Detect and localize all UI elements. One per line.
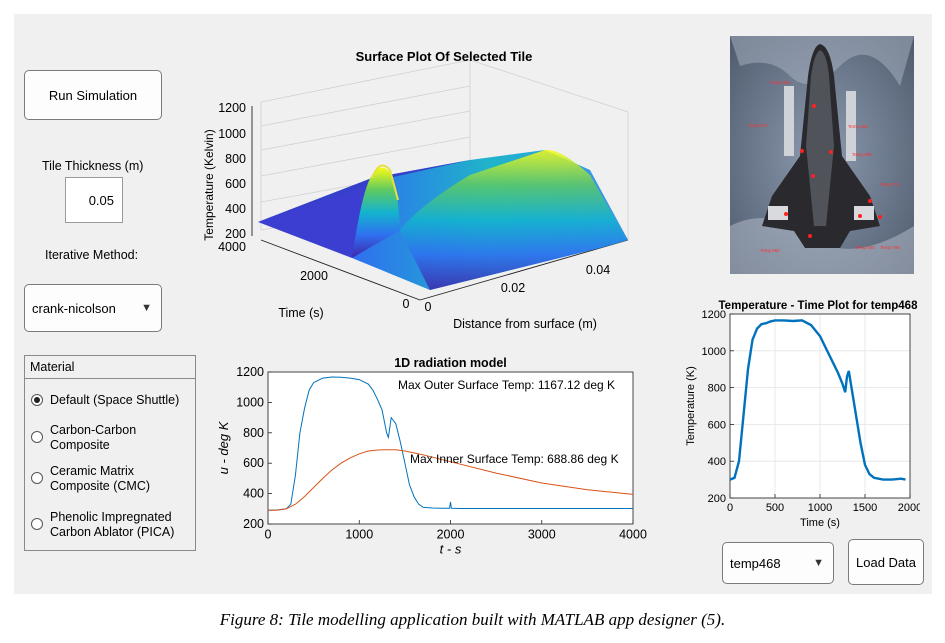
surface-mesh (258, 149, 628, 290)
material-panel-title: Material (25, 356, 195, 379)
chart-annotation: Max Inner Surface Temp: 688.86 deg K (410, 452, 619, 466)
x-tick-label: 0 (425, 300, 432, 314)
y-tick-label: 400 (243, 487, 264, 501)
sensor-dropdown[interactable]: temp468 ▼ (722, 542, 834, 584)
radiation-model-chart: 0 1000 2000 3000 4000 200 400 600 800 1000 1200 1D … (216, 356, 647, 557)
x-tick-label: 3000 (528, 528, 556, 542)
material-panel: Material Default (Space Shuttle) Carbon-… (24, 355, 196, 551)
shuttle-silhouette (762, 44, 880, 248)
sensor-label: Temp 388 (852, 152, 872, 157)
radio-selected-dot (34, 397, 40, 403)
plot-border (729, 313, 911, 499)
y-tick-label: 1200 (702, 309, 726, 321)
z-tick-label: 1200 (218, 101, 246, 115)
series-line-0 (267, 376, 633, 511)
x-tick-label: 1500 (853, 502, 877, 514)
iterative-method-label: Iterative Method: (45, 248, 139, 262)
x-tick-label: 0 (727, 502, 733, 514)
load-data-button[interactable]: Load Data (848, 539, 924, 585)
plot-border (267, 371, 634, 525)
sensor-label: Temp 197 (748, 123, 768, 128)
radio-button[interactable] (31, 394, 43, 406)
surface-plot-zlabel: Temperature (Kelvin) (202, 129, 216, 240)
material-option-label-line2: Composite (50, 438, 110, 452)
iterative-method-value: crank-nicolson (32, 300, 116, 316)
surface-plot-title: Surface Plot Of Selected Tile (356, 49, 533, 64)
y-tick-label: 200 (243, 517, 264, 531)
sensor-label: Temp 840 (855, 245, 875, 250)
x-tick-label: 2000 (898, 502, 920, 514)
sensor-dropdown-value: temp468 (730, 555, 781, 571)
y-tick-label: 1000 (702, 346, 726, 358)
y-tick-label: 2000 (300, 269, 328, 283)
z-tick-label: 800 (225, 152, 246, 166)
temperature-time-chart: 0 500 1000 1500 200020040060080010001200Temp… (685, 300, 920, 529)
y-tick-label: 1200 (236, 365, 264, 379)
sensor-label: Temp 766 (880, 245, 900, 250)
material-option-label-line2: Carbon Ablator (PICA) (50, 525, 175, 539)
material-option-label: Carbon-Carbon (50, 423, 137, 437)
x-tick-label: 4000 (619, 528, 647, 542)
material-option-label: Default (Space Shuttle) (50, 393, 180, 407)
material-option-label: Ceramic Matrix (50, 464, 135, 478)
chart-title: 1D radiation model (394, 356, 507, 370)
iterative-method-dropdown[interactable]: crank-nicolson ▼ (24, 284, 162, 332)
series-line-0 (729, 319, 906, 481)
x-tick-label: 0 (265, 528, 272, 542)
tile-thickness-value: 0.05 (88, 192, 114, 208)
sensor-label: Temp 480 (848, 124, 868, 129)
chart-annotation: Max Outer Surface Temp: 1167.12 deg K (398, 378, 615, 392)
z-tick-label: 600 (225, 177, 246, 191)
y-axis-label: Temperature (K) (685, 366, 697, 445)
y-tick-label: 200 (708, 493, 726, 505)
y-tick-label: 1000 (236, 395, 264, 409)
y-tick-label: 400 (708, 456, 726, 468)
chevron-down-icon: ▼ (813, 557, 824, 569)
sensor-label: Temp 662 (760, 248, 780, 253)
radio-button[interactable] (31, 518, 43, 530)
x-axis-label: t - s (440, 542, 462, 557)
y-axis-label: u - deg K (216, 420, 231, 474)
surface-plot: Surface Plot Of Selected Tile Temperatur… (202, 49, 629, 331)
sensor-markers (784, 104, 882, 238)
y-tick-label: 800 (243, 426, 264, 440)
x-tick-label: 1000 (808, 502, 832, 514)
y-tick-label: 0 (403, 297, 410, 311)
x-tick-label: 2000 (437, 528, 465, 542)
plot-area (268, 372, 633, 524)
material-option-label-line2: Composite (CMC) (50, 479, 151, 493)
chevron-down-icon: ▼ (141, 302, 152, 314)
x-tick-label: 500 (766, 502, 784, 514)
y-tick-label: 600 (243, 456, 264, 470)
chart-title: Temperature - Time Plot for temp468 (719, 300, 919, 312)
surface-plot-xlabel: Distance from surface (m) (453, 317, 597, 331)
y-tick-label: 600 (708, 419, 726, 431)
z-tick-label: 400 (225, 202, 246, 216)
material-option-label: Phenolic Impregnated (50, 510, 172, 524)
space-shuttle-image: Temp 468 Temp 197 Temp 480 Temp 388 Temp… (730, 36, 914, 274)
series-line-1 (268, 449, 634, 511)
load-data-label: Load Data (856, 554, 916, 570)
radio-button[interactable] (31, 431, 43, 443)
figure-caption: Figure 8: Tile modelling application bui… (219, 610, 726, 629)
y-tick-label: 800 (708, 383, 726, 395)
run-simulation-label: Run Simulation (48, 87, 138, 103)
sensor-label: Temp 711 (880, 182, 900, 187)
z-tick-label: 200 (225, 227, 246, 241)
y-tick-label: 4000 (218, 240, 246, 254)
run-simulation-button[interactable]: Run Simulation (24, 70, 162, 120)
z-tick-label: 1000 (218, 127, 246, 141)
surface-plot-axes (251, 106, 629, 301)
sensor-label: Temp 468 (770, 80, 790, 85)
surface-plot-ylabel: Time (s) (278, 306, 323, 320)
radio-button[interactable] (31, 472, 43, 484)
x-axis-label: Time (s) (800, 517, 840, 529)
tile-thickness-label: Tile Thickness (m) (42, 159, 144, 173)
tile-thickness-field[interactable]: 0.05 (65, 177, 123, 223)
x-tick-label: 0.04 (586, 263, 610, 277)
x-tick-label: 1000 (345, 528, 373, 542)
x-tick-label: 0.02 (501, 281, 525, 295)
